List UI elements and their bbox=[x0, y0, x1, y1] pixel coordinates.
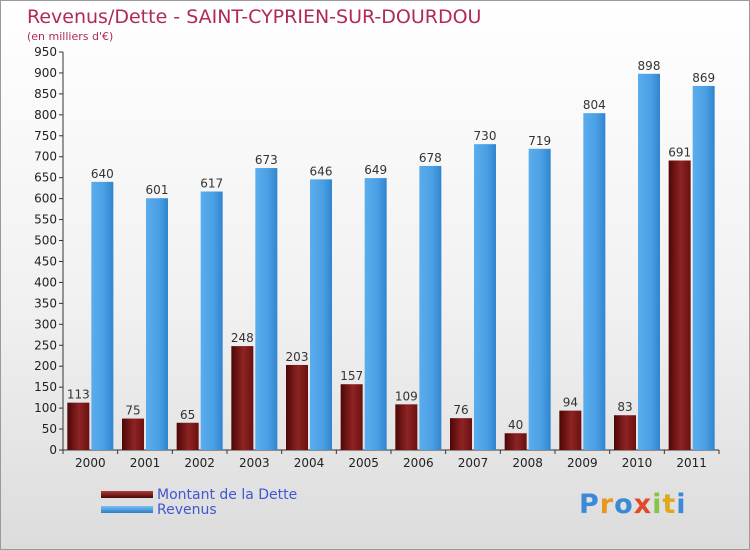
y-tick-label: 550 bbox=[34, 213, 57, 227]
data-label-revenus: 719 bbox=[528, 134, 551, 148]
logo-letter: r bbox=[599, 489, 615, 520]
logo-letter: x bbox=[633, 489, 653, 520]
logo-letter: i bbox=[676, 489, 687, 520]
y-tick-label: 450 bbox=[34, 254, 57, 268]
data-label-dette: 113 bbox=[67, 388, 90, 402]
x-tick-label: 2000 bbox=[75, 456, 106, 470]
bar-revenus bbox=[528, 148, 551, 450]
y-tick-label: 200 bbox=[34, 359, 57, 373]
bar-dette bbox=[614, 415, 636, 450]
y-tick-label: 300 bbox=[34, 317, 57, 331]
bar-revenus bbox=[583, 113, 606, 450]
chart-title: Revenus/Dette - SAINT-CYPRIEN-SUR-DOURDO… bbox=[27, 6, 482, 28]
data-label-dette: 83 bbox=[617, 400, 632, 414]
bar-revenus bbox=[200, 191, 223, 451]
bar-dette bbox=[668, 160, 691, 450]
y-tick-label: 400 bbox=[34, 275, 57, 289]
x-tick-label: 2002 bbox=[184, 456, 215, 470]
bar-revenus bbox=[91, 181, 114, 450]
x-tick-label: 2003 bbox=[239, 456, 270, 470]
x-tick-label: 2004 bbox=[294, 456, 325, 470]
bar-revenus bbox=[692, 85, 715, 450]
bar-revenus bbox=[255, 168, 278, 451]
data-label-dette: 157 bbox=[340, 369, 363, 383]
x-tick-label: 2007 bbox=[458, 456, 489, 470]
y-tick-label: 150 bbox=[34, 380, 57, 394]
logo-letter: o bbox=[614, 489, 634, 520]
y-tick-label: 850 bbox=[34, 87, 57, 101]
data-label-dette: 691 bbox=[668, 146, 691, 160]
y-tick-label: 950 bbox=[34, 45, 57, 59]
bar-dette bbox=[286, 364, 308, 450]
y-tick-label: 600 bbox=[34, 192, 57, 206]
bar-dette bbox=[559, 410, 582, 450]
bar-revenus bbox=[474, 144, 496, 450]
data-label-revenus: 869 bbox=[692, 71, 715, 85]
bar-revenus bbox=[419, 165, 442, 451]
data-label-revenus: 673 bbox=[255, 153, 278, 167]
legend-swatch-dette bbox=[101, 491, 153, 498]
data-label-dette: 94 bbox=[563, 396, 578, 410]
data-label-dette: 109 bbox=[395, 389, 418, 403]
bar-revenus bbox=[146, 198, 168, 450]
x-tick-label: 2009 bbox=[567, 456, 598, 470]
legend-label-revenus: Revenus bbox=[157, 502, 217, 518]
x-tick-label: 2011 bbox=[676, 456, 707, 470]
data-label-dette: 40 bbox=[508, 418, 523, 432]
y-tick-label: 0 bbox=[49, 443, 57, 457]
data-label-revenus: 898 bbox=[638, 59, 661, 73]
data-label-dette: 76 bbox=[453, 403, 468, 417]
x-tick-label: 2005 bbox=[348, 456, 379, 470]
data-label-dette: 203 bbox=[286, 350, 309, 364]
y-tick-label: 350 bbox=[34, 296, 57, 310]
bar-dette bbox=[122, 418, 144, 450]
data-label-revenus: 730 bbox=[474, 129, 497, 143]
bar-dette bbox=[176, 422, 199, 450]
logo-letter: t bbox=[662, 489, 677, 520]
bar-revenus bbox=[364, 178, 387, 451]
y-tick-label: 800 bbox=[34, 108, 57, 122]
legend-swatch-revenus bbox=[101, 506, 153, 513]
x-tick-label: 2008 bbox=[512, 456, 543, 470]
y-tick-label: 650 bbox=[34, 171, 57, 185]
y-tick-label: 750 bbox=[34, 129, 57, 143]
proxiti-logo: Proxiti bbox=[579, 489, 687, 520]
bar-dette bbox=[231, 346, 254, 450]
logo-letter: P bbox=[579, 489, 600, 520]
legend-label-dette: Montant de la Dette bbox=[157, 487, 298, 503]
x-tick-label: 2010 bbox=[622, 456, 653, 470]
data-label-revenus: 640 bbox=[91, 167, 114, 181]
bar-dette bbox=[67, 402, 90, 450]
y-tick-label: 50 bbox=[42, 422, 57, 436]
bar-dette bbox=[450, 418, 472, 450]
bar-dette bbox=[504, 433, 527, 450]
data-label-revenus: 649 bbox=[364, 163, 387, 177]
bar-revenus bbox=[310, 179, 332, 451]
y-tick-label: 100 bbox=[34, 401, 57, 415]
data-label-revenus: 617 bbox=[200, 177, 223, 191]
x-tick-label: 2001 bbox=[130, 456, 161, 470]
x-tick-label: 2006 bbox=[403, 456, 434, 470]
data-label-revenus: 804 bbox=[583, 98, 606, 112]
bar-revenus bbox=[638, 73, 660, 450]
data-label-dette: 248 bbox=[231, 331, 254, 345]
y-tick-label: 700 bbox=[34, 150, 57, 164]
y-tick-label: 500 bbox=[34, 234, 57, 248]
chart-subtitle: (en milliers d'€) bbox=[27, 30, 114, 43]
bar-dette bbox=[340, 384, 363, 450]
data-label-dette: 75 bbox=[125, 404, 140, 418]
logo-letter: i bbox=[652, 489, 663, 520]
data-label-revenus: 646 bbox=[310, 164, 333, 178]
bar-dette bbox=[395, 404, 418, 450]
data-label-revenus: 678 bbox=[419, 151, 442, 165]
y-tick-label: 250 bbox=[34, 338, 57, 352]
data-label-dette: 65 bbox=[180, 408, 195, 422]
y-tick-label: 900 bbox=[34, 66, 57, 80]
data-label-revenus: 601 bbox=[146, 183, 169, 197]
